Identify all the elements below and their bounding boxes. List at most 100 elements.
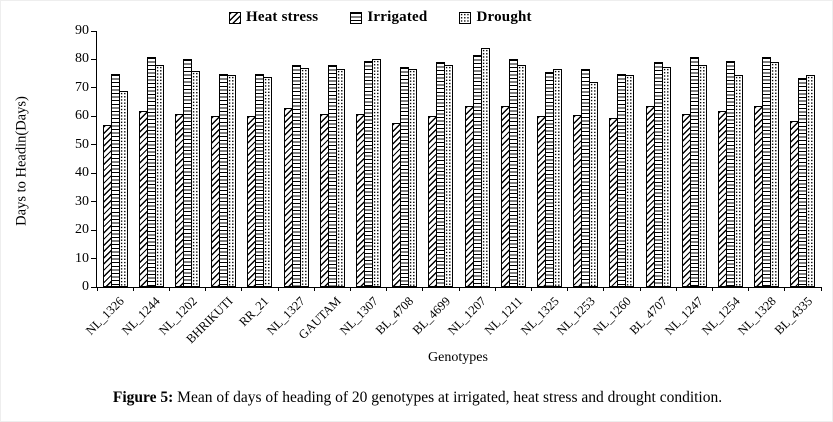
bar-group-nl-1254 — [712, 60, 748, 287]
bar-drought — [625, 75, 635, 287]
x-tick-mark — [277, 287, 279, 291]
y-tick-label: 60 — [75, 108, 89, 124]
bar-group-nl-1325 — [531, 69, 567, 287]
bar-drought — [408, 69, 418, 287]
bar-drought — [227, 75, 237, 287]
y-tick-label: 20 — [75, 222, 89, 238]
x-tick-mark — [494, 287, 496, 291]
y-tick-label: 80 — [75, 51, 89, 67]
y-tick-mark — [91, 87, 97, 89]
bar-group-nl-1327 — [278, 65, 314, 287]
x-tick-mark — [639, 287, 641, 291]
y-tick-mark — [91, 30, 97, 32]
x-tick-mark — [748, 287, 750, 291]
y-tick-label: 30 — [75, 193, 89, 209]
bar-group-nl-1253 — [568, 69, 604, 287]
y-tick-mark — [91, 58, 97, 60]
bar-groups — [97, 31, 821, 287]
bar-drought — [589, 82, 599, 287]
bar-drought — [806, 75, 816, 287]
y-tick-mark — [91, 144, 97, 146]
x-tick-label: NL_1260 — [590, 294, 634, 338]
bar-drought — [335, 69, 345, 287]
x-tick-label: NL_1211 — [481, 294, 526, 338]
y-tick-mark — [91, 201, 97, 203]
bar-drought — [118, 90, 128, 287]
bar-drought — [516, 65, 526, 287]
bar-group-nl-1211 — [495, 59, 531, 287]
x-tick-label: BL_4699 — [409, 294, 453, 338]
x-tick-mark — [313, 287, 315, 291]
bar-chart: Heat stress Irrigated Drought Days to Head… — [1, 1, 832, 379]
x-tick-mark — [458, 287, 460, 291]
legend-label-heat-stress: Heat stress — [246, 9, 319, 25]
bar-drought — [480, 48, 490, 287]
y-tick-mark — [91, 172, 97, 174]
bar-drought — [263, 76, 273, 287]
x-tick-mark — [241, 287, 243, 291]
y-tick-label: 70 — [75, 79, 89, 95]
bar-group-bl-4699 — [423, 62, 459, 287]
bar-group-bl-4335 — [785, 75, 821, 287]
x-tick-mark — [603, 287, 605, 291]
x-tick-label: NL_1254 — [698, 294, 743, 338]
bar-drought — [770, 62, 780, 287]
legend-item-heat-stress: Heat stress — [229, 9, 318, 26]
x-tick-label: BL_4708 — [373, 294, 417, 338]
x-tick-mark — [530, 287, 532, 291]
y-axis-title: Days to Headin(Days) — [13, 96, 30, 226]
x-tick-label: NL_1325 — [517, 294, 562, 338]
x-tick-label: NL_1247 — [662, 294, 707, 338]
x-tick-mark — [168, 287, 170, 291]
x-tick-mark — [567, 287, 569, 291]
x-tick-label: NL_1207 — [445, 294, 490, 338]
y-tick-label: 40 — [75, 165, 89, 181]
x-tick-mark — [784, 287, 786, 291]
bar-group-nl-1247 — [676, 56, 712, 287]
x-tick-label: BL_4707 — [626, 294, 671, 338]
bar-drought — [372, 59, 382, 287]
bar-group-nl-1326 — [97, 73, 133, 287]
bar-drought — [734, 75, 744, 287]
x-tick-mark — [349, 287, 351, 291]
x-tick-mark — [711, 287, 713, 291]
bar-group-nl-1207 — [459, 48, 495, 287]
x-tick-label: NL_1244 — [119, 294, 164, 338]
bar-drought — [154, 65, 164, 287]
legend-item-irrigated: Irrigated — [350, 9, 427, 26]
bar-drought — [553, 69, 563, 287]
bar-drought — [444, 65, 454, 287]
x-axis-title: Genotypes — [428, 350, 488, 365]
bar-group-rr-21 — [242, 73, 278, 287]
figure-caption-label: Figure 5: — [112, 389, 174, 406]
drought-pattern-swatch-icon — [459, 11, 472, 24]
heat-stress-pattern-swatch-icon — [229, 11, 241, 24]
y-tick-label: 50 — [75, 136, 89, 152]
x-tick-mark — [820, 287, 822, 291]
bar-drought — [661, 66, 671, 287]
x-tick-label: NL_1307 — [336, 294, 381, 338]
y-tick-mark — [91, 286, 97, 288]
bar-group-bl-4708 — [387, 66, 423, 287]
bar-group-gautam — [314, 65, 350, 287]
bar-drought — [191, 70, 200, 287]
bar-group-bhrikuti — [206, 73, 242, 287]
bar-group-nl-1328 — [749, 56, 785, 287]
irrigated-pattern-swatch-icon — [350, 11, 363, 24]
x-tick-mark — [422, 287, 424, 291]
legend-item-drought: Drought — [459, 9, 532, 26]
x-tick-mark — [386, 287, 388, 291]
y-tick-label: 10 — [75, 250, 89, 266]
bar-group-nl-1202 — [169, 59, 205, 287]
bar-group-bl-4707 — [640, 62, 676, 287]
bar-drought — [299, 67, 309, 287]
y-tick-label: 90 — [75, 23, 89, 38]
y-tick-label: 0 — [82, 279, 89, 294]
bar-group-nl-1307 — [350, 59, 386, 287]
bar-group-nl-1260 — [604, 73, 640, 287]
x-tick-label: NL_1326 — [83, 294, 128, 338]
x-tick-mark — [205, 287, 207, 291]
x-tick-label: BL_4335 — [771, 294, 815, 338]
figure-caption-text: Mean of days of heading of 20 genotypes … — [173, 389, 723, 406]
